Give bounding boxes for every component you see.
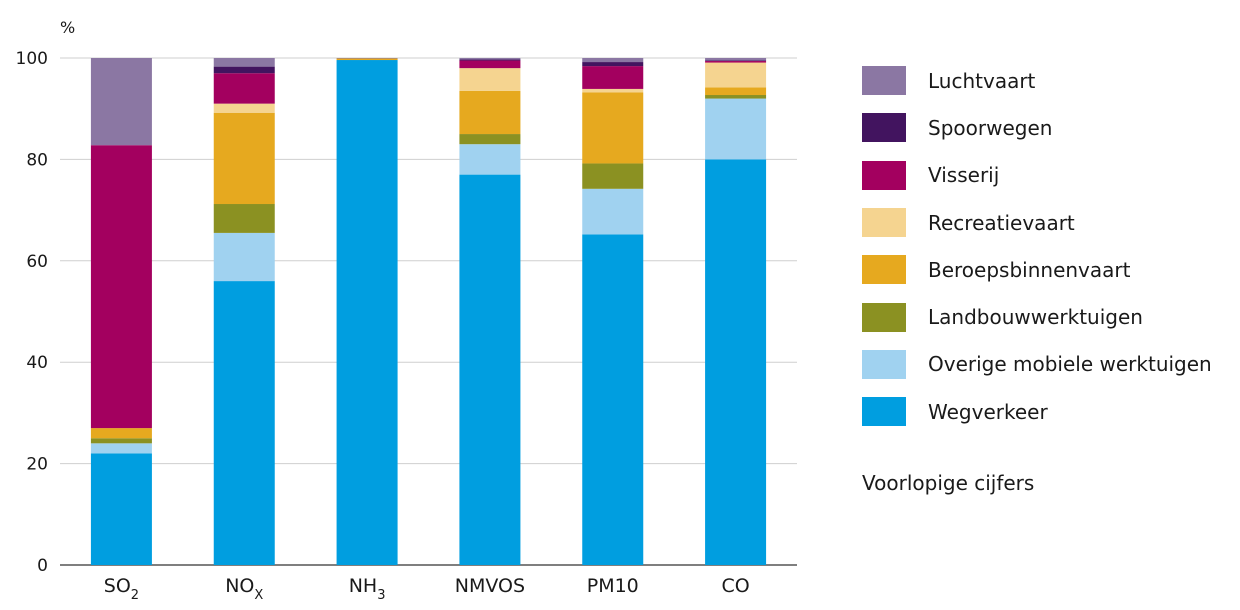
legend-swatch (862, 255, 906, 285)
y-tick-label: 20 (26, 455, 48, 475)
y-tick-label: 60 (26, 252, 48, 272)
y-tick-label: 100 (16, 49, 48, 69)
legend-item: Landbouwwerktuigen (862, 293, 1212, 340)
bar-segment (213, 66, 275, 74)
stacked-bar-chart: 0 20 40 60 80 100 SO2 NOX NH3 NMVOS PM10 CO % (16, 18, 797, 603)
x-tick-label: NMVOS (455, 575, 525, 597)
legend-swatch (862, 349, 906, 379)
bar-segment (459, 144, 521, 175)
legend-swatch (862, 208, 906, 238)
bar-segment (459, 68, 521, 91)
y-axis-unit-label: % (60, 18, 75, 37)
bar-segment (705, 58, 767, 61)
bar-segment (459, 90, 521, 135)
bar-segment (705, 60, 767, 62)
bar-segment (459, 134, 521, 145)
bar-segment (459, 174, 521, 566)
legend-item: Wegverkeer (862, 388, 1212, 435)
legend: Luchtvaart Spoorwegen Visserij Recreatievaa… (862, 57, 1212, 435)
y-tick-label: 80 (26, 150, 48, 170)
legend-item: Overige mobiele werktuigen (862, 341, 1212, 388)
bar-segment (90, 453, 152, 565)
bar-segment (582, 62, 644, 67)
bar-segment (582, 163, 644, 189)
bar-segment (213, 58, 275, 67)
bar-segment (336, 58, 398, 59)
legend-label: Wegverkeer (928, 399, 1048, 424)
legend-label: Recreatievaart (928, 210, 1075, 235)
bar-segment (705, 87, 767, 96)
bar-segment (336, 60, 398, 565)
legend-label: Overige mobiele werktuigen (928, 352, 1212, 377)
legend-label: Visserij (928, 163, 1000, 188)
legend-label: Luchtvaart (928, 68, 1036, 93)
bar-segment (90, 428, 152, 439)
bar-segment (90, 443, 152, 454)
bar-segment (459, 60, 521, 69)
bar-segment (459, 59, 521, 61)
bar-segment (90, 145, 152, 429)
bar-segment (213, 281, 275, 565)
bar-segment (336, 58, 398, 61)
legend-item: Beroepsbinnenvaart (862, 246, 1212, 293)
legend-swatch (862, 397, 906, 427)
legend-swatch (862, 302, 906, 332)
bar-stack (582, 58, 644, 565)
bar-segment (582, 58, 644, 63)
x-axis: SO2 NOX NH3 NMVOS PM10 CO (104, 575, 750, 603)
x-tick-label: NOX (225, 575, 263, 603)
bar-segment (705, 98, 767, 160)
legend-item: Recreatievaart (862, 199, 1212, 246)
bar-stack (90, 58, 152, 565)
bar-segment (582, 66, 644, 89)
legend-swatch (862, 113, 906, 143)
legend-swatch (862, 66, 906, 96)
bar-segment (213, 204, 275, 233)
x-tick-label: SO2 (104, 575, 139, 603)
bar-segment (705, 159, 767, 565)
legend-item: Spoorwegen (862, 104, 1212, 151)
bar-segment (213, 103, 275, 113)
legend-item: Luchtvaart (862, 57, 1212, 104)
bar-segment (705, 62, 767, 88)
bar-segment (90, 58, 152, 146)
bars (90, 58, 767, 566)
bar-segment (582, 92, 644, 164)
bar-stack (213, 58, 275, 565)
bar-segment (582, 234, 644, 565)
y-tick-label: 0 (37, 556, 48, 576)
x-tick-label: NH3 (349, 575, 386, 603)
bar-segment (705, 95, 767, 99)
bar-segment (582, 88, 644, 93)
bar-segment (213, 73, 275, 104)
y-axis: 0 20 40 60 80 100 (16, 49, 48, 576)
x-tick-label: PM10 (587, 575, 639, 597)
bar-segment (705, 61, 767, 63)
gridlines (60, 57, 797, 566)
bar-segment (582, 188, 644, 235)
x-tick-label: CO (721, 575, 749, 597)
bar-segment (90, 438, 152, 444)
legend-swatch (862, 160, 906, 190)
bar-segment (213, 232, 275, 282)
legend-item: Visserij (862, 152, 1212, 199)
bar-segment (213, 112, 275, 205)
bar-stack (459, 58, 521, 566)
legend-label: Landbouwwerktuigen (928, 305, 1143, 330)
footnote: Voorlopige cijfers (862, 471, 1035, 495)
y-tick-label: 40 (26, 353, 48, 373)
bar-stack (705, 58, 767, 565)
legend-label: Beroepsbinnenvaart (928, 257, 1131, 282)
bar-stack (336, 58, 398, 565)
bar-segment (459, 58, 521, 60)
legend-label: Spoorwegen (928, 115, 1053, 140)
